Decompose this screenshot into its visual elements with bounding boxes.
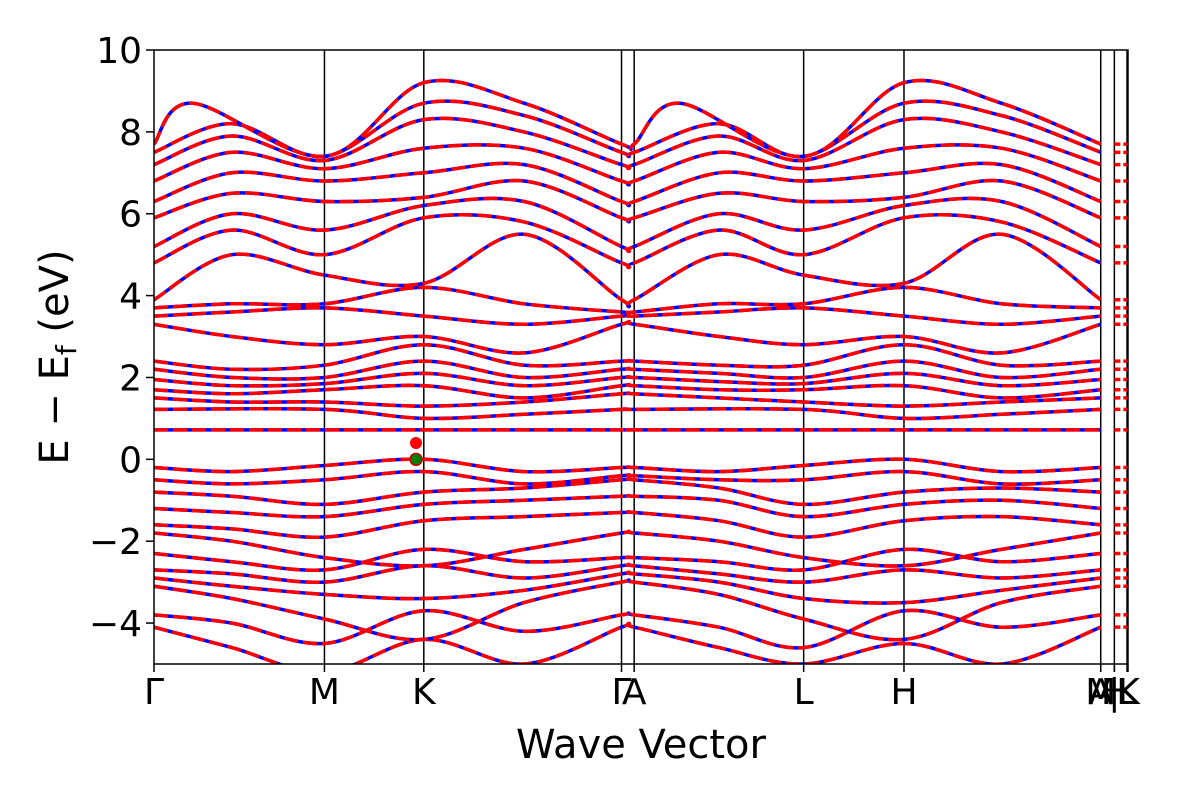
x-tick-label-6: H [890,672,917,713]
y-tick-label-3: 4 [119,277,142,318]
band-24-spin-down [154,196,1102,254]
x-axis-title: Wave Vector [516,722,767,768]
band-27-spin-down [154,143,1102,187]
y-tick-label-5: 0 [119,440,142,481]
y-tick-label-7: −4 [89,604,142,645]
band-22-spin-down [154,232,1102,309]
bands-group [154,78,1128,664]
band-20-spin-down [154,306,1101,327]
x-tick-label-11: L [1117,672,1137,713]
band-21-spin-down [154,285,1101,315]
high-symmetry-lines [323,50,1128,664]
x-tick-label-9: | [1108,672,1120,713]
plot-frame [153,49,1129,665]
band-25-spin-down [154,178,1102,224]
band-0-spin-up [154,621,1102,664]
band-5-spin-down [154,547,1101,572]
band-11-spin-down [154,457,1101,474]
band-7-spin-down [154,510,1101,540]
x-tick-label-8: M [1085,672,1116,713]
x-tick-label-5: L [794,672,814,713]
band-28-spin-down [154,116,1102,171]
y-tick-label-4: 2 [119,358,142,399]
x-tick-label-10: H [1101,672,1128,713]
band-2-spin-up [154,578,1101,642]
x-tick-label-2: K [412,672,437,713]
band-17-spin-down [154,359,1101,381]
x-tick-label-12: K [1116,672,1141,713]
band-18-spin-down [154,342,1101,372]
x-axis: Γ M K ΓA L H AM|HLK [144,664,1141,713]
band-19-spin-down [154,319,1102,355]
band-13-spin-down [154,406,1101,421]
y-axis: 10 8 6 4 2 0 −2 −4 [89,31,154,645]
band-3-spin-up [154,570,1101,605]
band-26-spin-down [154,161,1102,208]
vbm-marker [409,452,423,467]
y-axis-title: E − Ef (eV) [32,249,83,464]
y-axis-title-subscript: f [50,344,83,355]
x-tick-label-7: A [1088,672,1113,713]
band-1-spin-down [154,608,1101,650]
y-tick-label-2: 6 [119,195,142,236]
markers-group [409,436,423,467]
y-axis-title-main: E − E [32,355,78,465]
band-8-spin-down [154,493,1101,519]
band-30-spin-down [154,78,1102,159]
y-tick-label-6: −2 [89,522,142,563]
band-2-spin-down [154,578,1101,642]
x-tick-label-1: M [309,672,340,713]
band-15-spin-down [154,382,1101,400]
band-6-spin-down [154,529,1101,568]
y-axis-title-unit: (eV) [32,249,78,345]
y-tick-label-1: 8 [119,113,142,154]
band-10-spin-down [154,469,1101,486]
band-14-spin-down [154,391,1101,408]
band-3-spin-down [154,570,1101,605]
band-23-spin-down [154,213,1102,270]
y-tick-label-0: 10 [96,31,142,72]
band-4-spin-down [154,562,1101,585]
cbm-marker [410,436,423,449]
x-tick-label-4: A [622,672,647,713]
band-16-spin-down [154,371,1101,388]
x-tick-label-3: Γ [611,672,631,713]
band-0-spin-down [154,621,1102,664]
x-tick-label-0: Γ [144,672,164,713]
band-9-spin-down [154,477,1101,507]
